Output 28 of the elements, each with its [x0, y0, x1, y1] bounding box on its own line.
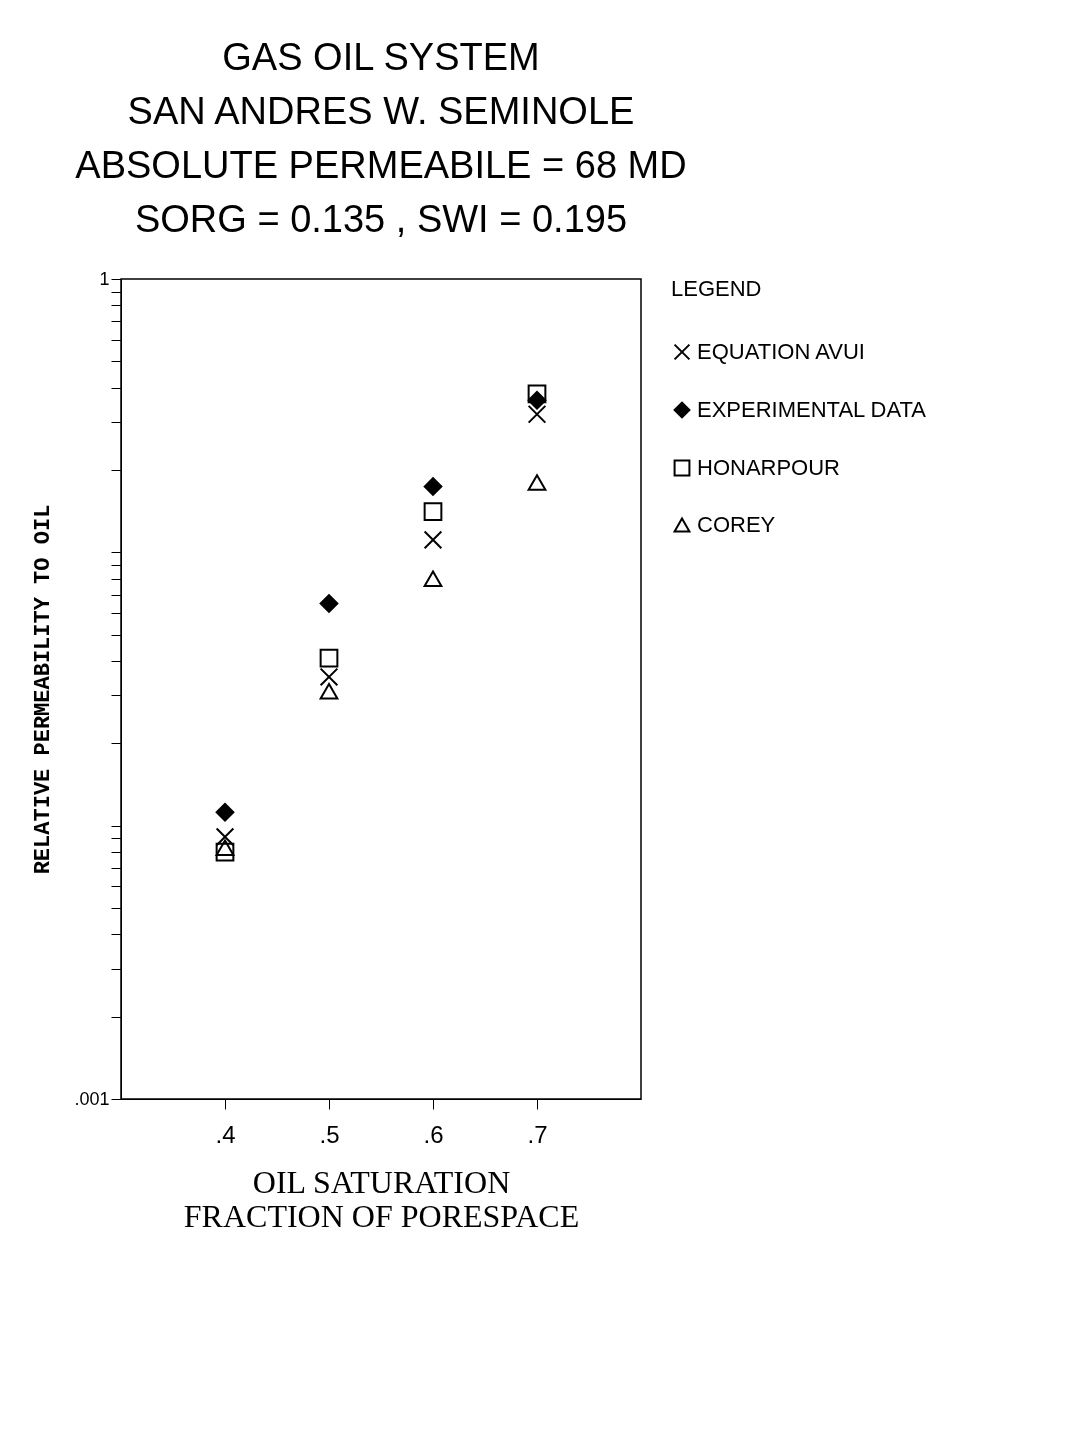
x-tick-label: .4 — [215, 1120, 236, 1148]
legend-label: EXPERIMENTAL DATA — [697, 397, 927, 422]
point — [423, 502, 443, 521]
point — [319, 648, 339, 668]
point — [423, 477, 443, 496]
point — [319, 683, 339, 700]
point — [215, 802, 235, 822]
point — [423, 570, 443, 588]
point — [527, 384, 547, 404]
x-tick-label: .5 — [319, 1120, 340, 1148]
point — [215, 842, 235, 862]
x-axis-title: OIL SATURATION FRACTION OF PORESPACE — [183, 1163, 580, 1234]
legend-label: EQUATION AVUI — [697, 339, 865, 364]
legend-label: HONARPOUR — [697, 455, 841, 480]
y-axis-title: RELATIVE PERMEABILITY TO OIL — [31, 504, 57, 875]
chart-title: GAS OIL SYSTEM SAN ANDRES W. SEMINOLE ABSOLUTE PERMEABILE = 68 MD SORG = 0.135 , SWI = 0.195 — [75, 36, 687, 240]
point — [319, 667, 339, 687]
x-tick-label: .7 — [527, 1120, 548, 1148]
point — [527, 474, 547, 491]
x-tick-label: .6 — [423, 1120, 444, 1148]
y-tick-label: .001 — [74, 1088, 110, 1109]
y-tick-label: 1 — [99, 268, 110, 289]
point — [423, 530, 443, 550]
legend-title: LEGEND — [671, 276, 762, 301]
point — [319, 594, 339, 613]
legend-label: COREY — [697, 512, 776, 537]
point — [527, 404, 547, 424]
point — [215, 839, 235, 857]
